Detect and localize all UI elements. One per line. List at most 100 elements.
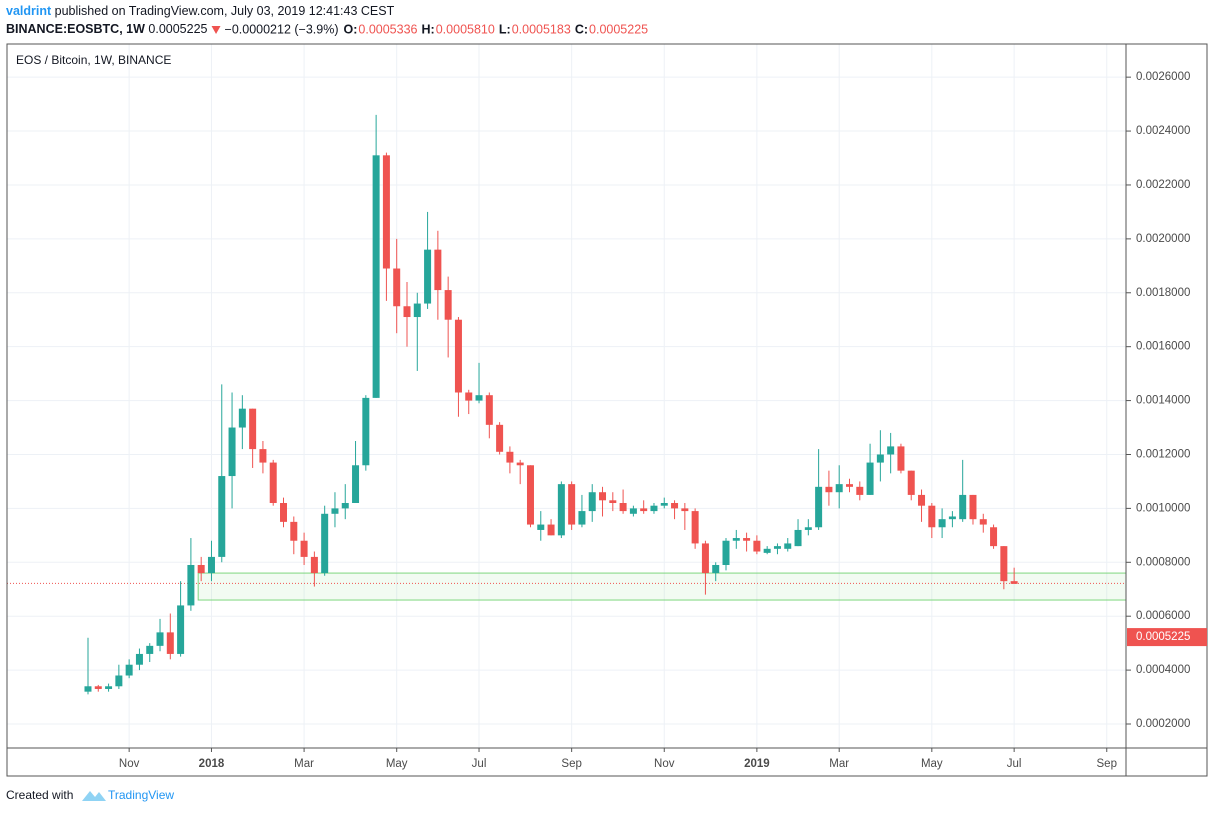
candle-body bbox=[526, 465, 534, 525]
candle-body bbox=[732, 538, 740, 541]
candle-body bbox=[475, 395, 483, 401]
candle-body bbox=[238, 408, 246, 428]
candle-body bbox=[105, 686, 113, 689]
candle-body bbox=[557, 484, 565, 536]
author[interactable]: valdrint bbox=[6, 4, 52, 18]
last-price-box bbox=[1127, 628, 1207, 647]
candle-body bbox=[609, 500, 617, 504]
candle-body bbox=[485, 395, 493, 425]
ohlc-label: L: bbox=[499, 22, 511, 36]
ohlc-value: 0.0005183 bbox=[512, 22, 571, 36]
y-tick-label: 0.0006000 bbox=[1136, 610, 1190, 622]
candle-body bbox=[84, 686, 92, 692]
candle-body bbox=[681, 508, 689, 512]
candle-body bbox=[743, 538, 751, 541]
candle-body bbox=[773, 546, 781, 549]
candle-body bbox=[629, 508, 637, 514]
x-tick-label: Sep bbox=[1097, 758, 1117, 770]
x-tick-label: 2019 bbox=[744, 758, 770, 770]
candle-body bbox=[290, 521, 298, 541]
y-tick-label: 0.0012000 bbox=[1136, 449, 1190, 461]
candle-body bbox=[722, 540, 730, 565]
support-zone bbox=[197, 572, 1127, 601]
candle-body bbox=[300, 540, 308, 557]
candle-body bbox=[856, 486, 864, 495]
candle-body bbox=[115, 675, 123, 687]
candle-body bbox=[94, 686, 102, 689]
candle-body bbox=[321, 513, 329, 574]
candle-body bbox=[393, 268, 401, 307]
candle-body bbox=[990, 527, 998, 547]
candle-body bbox=[948, 516, 956, 520]
y-tick-label: 0.0014000 bbox=[1136, 395, 1190, 407]
candle-body bbox=[434, 249, 442, 291]
footer-brand[interactable]: TradingView bbox=[108, 788, 174, 802]
candle-body bbox=[845, 484, 853, 487]
candle-body bbox=[146, 645, 154, 654]
candle-body bbox=[671, 503, 679, 509]
candle-body bbox=[918, 494, 926, 506]
candle-body bbox=[825, 486, 833, 493]
candle-body bbox=[650, 505, 658, 512]
candle-body bbox=[537, 524, 545, 530]
candle-body bbox=[506, 451, 514, 463]
ohlc-label: H: bbox=[422, 22, 435, 36]
x-tick-label: Nov bbox=[654, 758, 675, 770]
published: published on TradingView.com, July 03, 2… bbox=[55, 4, 395, 18]
candle-body bbox=[177, 605, 185, 654]
x-tick-label: Jul bbox=[1007, 758, 1022, 770]
y-tick-label: 0.0018000 bbox=[1136, 287, 1190, 299]
candle-body bbox=[712, 564, 720, 574]
header-line-2: BINANCE:EOSBTC, 1W 0.0005225 bbox=[6, 22, 208, 36]
candle-body bbox=[187, 564, 195, 606]
candle-body bbox=[197, 564, 205, 574]
candle-body bbox=[228, 427, 236, 477]
y-tick-label: 0.0022000 bbox=[1136, 179, 1190, 191]
candle-body bbox=[516, 462, 524, 466]
candle-body bbox=[1010, 581, 1018, 584]
y-tick-label: 0.0026000 bbox=[1136, 71, 1190, 83]
candle-body bbox=[701, 543, 709, 574]
x-tick-label: Nov bbox=[119, 758, 140, 770]
candle-body bbox=[207, 556, 215, 574]
candle-body bbox=[362, 397, 370, 466]
candle-body bbox=[444, 290, 452, 320]
price: 0.0005225 bbox=[148, 22, 207, 36]
candle-body bbox=[599, 492, 607, 501]
symbol: BINANCE:EOSBTC, 1W bbox=[6, 22, 145, 36]
candle-body bbox=[382, 155, 390, 269]
y-tick-label: 0.0004000 bbox=[1136, 664, 1190, 676]
candle-body bbox=[568, 484, 576, 525]
plot-area bbox=[7, 44, 1127, 748]
candle-body bbox=[619, 503, 627, 512]
x-tick-label: Sep bbox=[561, 758, 581, 770]
candle-body bbox=[547, 524, 555, 536]
candle-body bbox=[496, 424, 504, 452]
candle-body bbox=[866, 462, 874, 495]
candle-body bbox=[753, 540, 761, 552]
ohlc-value: 0.0005225 bbox=[589, 22, 648, 36]
change: −0.0000212 (−3.9%) bbox=[225, 22, 339, 36]
candle-body bbox=[331, 508, 339, 514]
candle-body bbox=[1000, 546, 1008, 582]
candle-body bbox=[310, 556, 318, 574]
candle-body bbox=[876, 454, 884, 463]
candle-body bbox=[352, 465, 360, 504]
candle-body bbox=[156, 632, 164, 646]
y-tick-label: 0.0002000 bbox=[1136, 718, 1190, 730]
candle-body bbox=[928, 505, 936, 528]
candle-body bbox=[588, 492, 596, 512]
logo-shape bbox=[82, 791, 106, 801]
down-arrow bbox=[211, 26, 221, 34]
candle-body bbox=[218, 476, 226, 557]
candle-body bbox=[691, 511, 699, 544]
tradingview-logo bbox=[82, 791, 106, 801]
x-tick-label: 2018 bbox=[199, 758, 225, 770]
candle-body bbox=[660, 503, 668, 506]
ohlc-label: O: bbox=[344, 22, 358, 36]
x-tick-label: May bbox=[386, 758, 408, 770]
candle-body bbox=[135, 653, 143, 665]
candle-body bbox=[959, 494, 967, 520]
candle-body bbox=[341, 503, 349, 509]
